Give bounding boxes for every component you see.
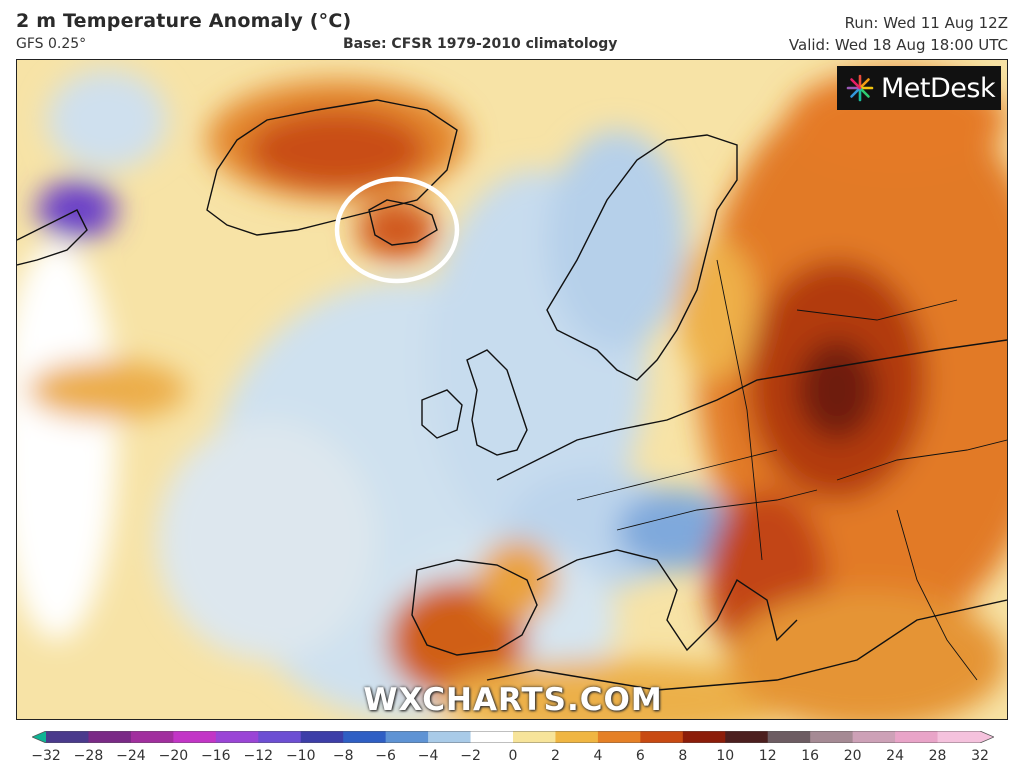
legend-segment <box>88 731 132 743</box>
legend-tick-label: −28 <box>73 748 104 764</box>
legend-segment <box>895 731 939 743</box>
legend-tick-label: −16 <box>201 748 231 764</box>
legend-tick-label: 20 <box>843 748 862 764</box>
map-canvas <box>17 60 1007 719</box>
legend-segment <box>130 731 174 743</box>
legend-segment <box>385 731 429 743</box>
iberia-outline <box>411 559 538 656</box>
legend-segment <box>725 731 769 743</box>
legend-segment <box>215 731 259 743</box>
legend-tick-label: −10 <box>285 748 316 764</box>
color-legend: −32 −28 −24 −20 −16 −12 −10 −8 −6 −4 −2 0 2 4 6 8 10 12 16… <box>16 726 1008 776</box>
legend-tick-label: 0 <box>508 748 518 764</box>
legend-segment <box>767 731 811 743</box>
legend-tick-label: 16 <box>801 748 820 764</box>
legend-segment <box>810 731 854 743</box>
metdesk-star-icon <box>846 74 874 102</box>
run-time-label: Run: Wed 11 Aug 12Z <box>844 14 1008 32</box>
legend-tick-label: 24 <box>886 748 904 764</box>
legend-tick-label: 32 <box>971 748 989 764</box>
legend-segment <box>513 731 556 743</box>
legend-arrow-left <box>32 731 46 743</box>
legend-tick-label: −2 <box>460 748 481 764</box>
legend-segment <box>300 731 344 743</box>
country-borders-6 <box>896 509 978 681</box>
metdesk-logo: MetDesk <box>837 66 1001 110</box>
continent-coast-north <box>496 339 1007 481</box>
legend-tick-label: 10 <box>716 748 735 764</box>
model-label: GFS 0.25° <box>16 36 87 52</box>
legend-tick-label: −32 <box>31 748 61 764</box>
legend-tick-label: −4 <box>417 748 439 764</box>
legend-arrow-right <box>980 731 994 743</box>
chart-title: 2 m Temperature Anomaly (°C) <box>16 10 352 32</box>
legend-tick-label: 4 <box>593 748 603 764</box>
legend-segment <box>852 731 896 743</box>
legend-tick-label: −8 <box>332 748 354 764</box>
legend-segment <box>343 731 387 743</box>
legend-segment <box>258 731 302 743</box>
britain-outline <box>466 349 528 456</box>
country-borders-5 <box>836 439 1007 481</box>
chart-header: 2 m Temperature Anomaly (°C) GFS 0.25° B… <box>0 0 1024 58</box>
legend-tick-label: 2 <box>550 748 560 764</box>
north-africa-coast <box>486 599 1007 691</box>
north-america-outline <box>17 209 88 266</box>
legend-tick-label: 6 <box>635 748 645 764</box>
ireland-outline <box>421 389 463 439</box>
legend-segment <box>937 731 981 743</box>
legend-tick-label: −12 <box>243 748 274 764</box>
iceland-outline <box>368 199 438 246</box>
legend-segment <box>597 731 641 743</box>
legend-segment <box>682 731 726 743</box>
legend-tick-label: 28 <box>928 748 947 764</box>
legend-color-bar <box>32 731 994 743</box>
coastlines <box>17 99 1007 691</box>
legend-tick-label: −6 <box>375 748 396 764</box>
country-borders-2 <box>616 489 818 531</box>
greenland-outline <box>206 99 458 236</box>
legend-segment <box>46 731 89 743</box>
legend-tick-label: 12 <box>758 748 777 764</box>
legend-tick-label: 8 <box>678 748 688 764</box>
wxcharts-watermark: WXCHARTS.COM <box>363 682 663 718</box>
circle-highlight-iceland <box>334 176 460 284</box>
legend-segment <box>173 731 217 743</box>
legend-segment <box>470 731 514 743</box>
country-borders-4 <box>796 299 958 321</box>
legend-segment <box>555 731 599 743</box>
country-borders-3 <box>716 259 763 561</box>
anomaly-map: MetDesk WXCHARTS.COM <box>16 59 1008 720</box>
scandinavia-outline <box>546 134 738 381</box>
legend-segment <box>428 731 472 743</box>
metdesk-logo-text: MetDesk <box>881 72 996 104</box>
anomaly-field <box>17 70 1007 719</box>
country-borders-1 <box>576 449 778 501</box>
legend-tick-label: −20 <box>158 748 189 764</box>
legend-tick-label: −24 <box>116 748 146 764</box>
mediterranean-coast <box>536 549 798 652</box>
valid-time-label: Valid: Wed 18 Aug 18:00 UTC <box>788 36 1008 54</box>
legend-segment <box>640 731 684 743</box>
base-climatology-label: Base: CFSR 1979-2010 climatology <box>343 36 618 52</box>
